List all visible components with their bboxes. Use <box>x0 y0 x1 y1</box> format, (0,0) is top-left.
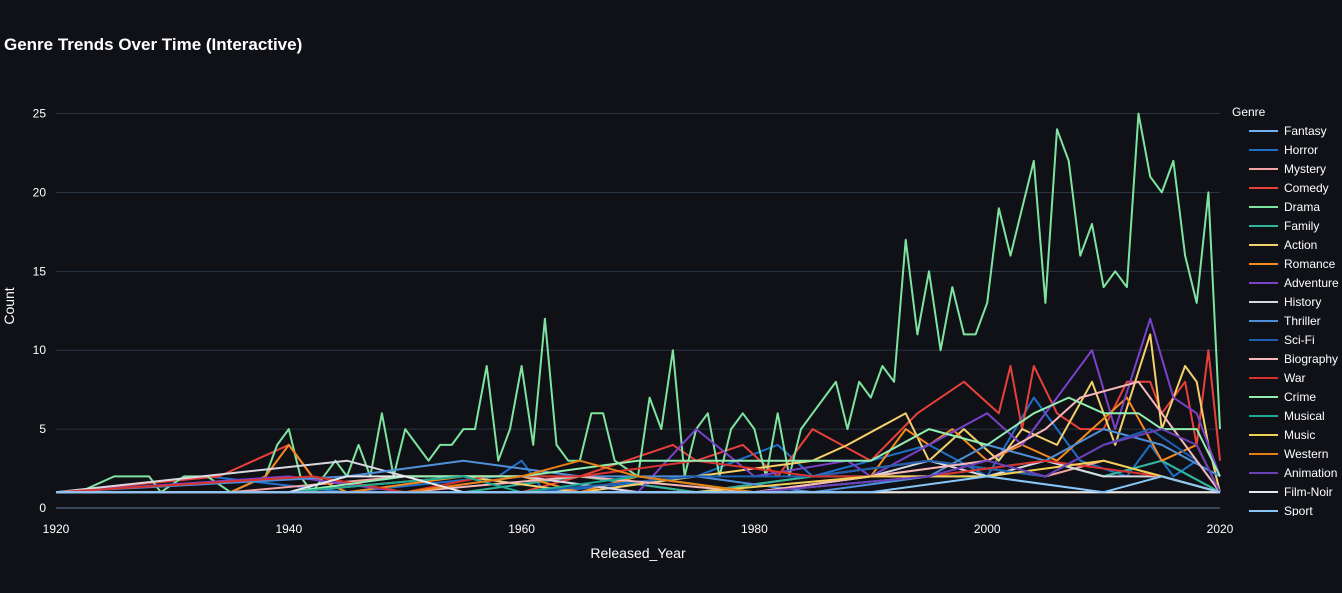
chart-title: Genre Trends Over Time (Interactive) <box>4 35 302 54</box>
x-tick-label: 1940 <box>275 522 302 536</box>
x-tick-label: 1980 <box>741 522 768 536</box>
series-line-action <box>56 333 1221 494</box>
legend-item-history[interactable]: History <box>1284 295 1321 309</box>
y-tick-label: 15 <box>33 264 47 278</box>
legend-item-thriller[interactable]: Thriller <box>1284 314 1321 328</box>
x-tick-label: 2020 <box>1207 522 1234 536</box>
x-tick-label: 1920 <box>43 522 70 536</box>
y-tick-label: 5 <box>39 422 46 436</box>
legend-item-war[interactable]: War <box>1284 371 1306 385</box>
legend-item-film-noir[interactable]: Film-Noir <box>1284 485 1333 499</box>
series-line-sport <box>56 475 1221 494</box>
legend-item-music[interactable]: Music <box>1284 428 1315 442</box>
legend-item-family[interactable]: Family <box>1284 219 1319 233</box>
legend-item-sci-fi[interactable]: Sci-Fi <box>1284 333 1315 347</box>
legend-item-musical[interactable]: Musical <box>1284 409 1325 423</box>
legend-item-fantasy[interactable]: Fantasy <box>1284 124 1327 138</box>
series-line-biography <box>56 380 1221 494</box>
y-tick-label: 10 <box>33 343 47 357</box>
legend-item-sport[interactable]: Sport <box>1284 504 1313 518</box>
series-line-adventure <box>55 317 1221 494</box>
series-lines <box>55 112 1221 494</box>
y-tick-label: 25 <box>33 107 47 121</box>
x-tick-label: 2000 <box>974 522 1001 536</box>
y-tick-label: 0 <box>39 501 46 515</box>
legend-item-comedy[interactable]: Comedy <box>1284 181 1329 195</box>
legend-item-romance[interactable]: Romance <box>1284 257 1336 271</box>
legend-title: Genre <box>1232 105 1266 119</box>
legend-item-action[interactable]: Action <box>1284 238 1317 252</box>
legend-item-western[interactable]: Western <box>1284 447 1328 461</box>
x-tick-label: 1960 <box>508 522 535 536</box>
grid <box>56 113 1220 509</box>
x-axis-title: Released_Year <box>590 545 686 561</box>
legend[interactable]: Fantasy Horror Mystery Comedy Drama Family Act… <box>1249 124 1339 518</box>
legend-item-biography[interactable]: Biography <box>1284 352 1338 366</box>
x-axis-ticks: 1920 1940 1960 1980 2000 2020 <box>43 522 1234 536</box>
y-axis-ticks: 0 5 10 15 20 25 <box>33 107 47 515</box>
legend-item-animation[interactable]: Animation <box>1284 466 1337 480</box>
legend-item-adventure[interactable]: Adventure <box>1284 276 1339 290</box>
legend-item-drama[interactable]: Drama <box>1284 200 1320 214</box>
y-axis-title: Count <box>1 287 17 324</box>
legend-item-crime[interactable]: Crime <box>1284 390 1316 404</box>
legend-item-horror[interactable]: Horror <box>1284 143 1318 157</box>
series-line-drama <box>56 112 1221 494</box>
y-tick-label: 20 <box>33 185 47 199</box>
series-line-thriller <box>55 428 1221 494</box>
legend-item-mystery[interactable]: Mystery <box>1284 162 1326 176</box>
